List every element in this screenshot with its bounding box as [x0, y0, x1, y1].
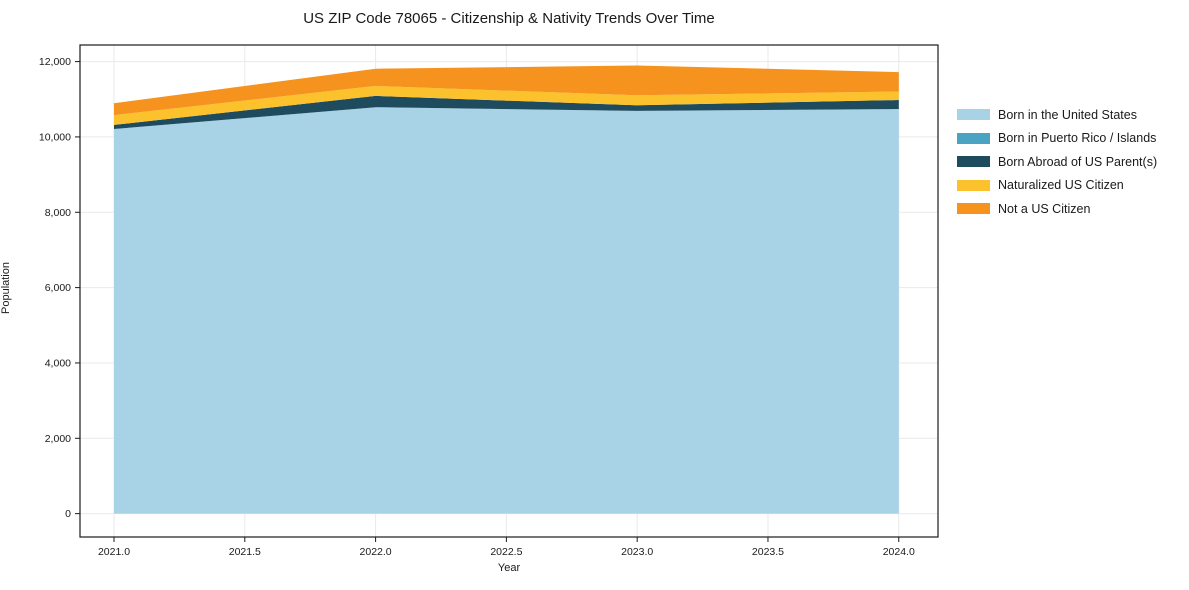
x-tick-label: 2023.5: [752, 546, 784, 558]
legend-swatch: [957, 203, 990, 215]
plot-border: [79, 44, 939, 538]
legend-item: Born Abroad of US Parent(s): [957, 150, 1157, 174]
legend-swatch: [957, 179, 990, 191]
legend-label: Born in the United States: [998, 107, 1137, 122]
x-tick-label: 2024.0: [883, 546, 915, 558]
y-tick-label: 0: [65, 508, 71, 520]
y-tick-label: 4,000: [45, 357, 71, 369]
area-series-not-a-us-citizen: [114, 65, 899, 116]
legend-item: Naturalized US Citizen: [957, 174, 1157, 198]
y-tick-label: 2,000: [45, 433, 71, 445]
legend-swatch: [957, 109, 990, 121]
x-tick-label: 2021.0: [98, 546, 130, 558]
area-series-naturalized-us-citizen: [114, 85, 899, 125]
legend-label: Born in Puerto Rico / Islands: [998, 131, 1157, 146]
legend-swatch: [957, 132, 990, 144]
y-tick-label: 10,000: [39, 131, 71, 143]
x-axis-label: Year: [497, 562, 521, 574]
x-tick-label: 2022.5: [490, 546, 522, 558]
legend: Born in the United States Born in Puerto …: [953, 101, 1162, 223]
y-tick-label: 8,000: [45, 207, 71, 219]
y-axis-label: Population: [0, 262, 12, 314]
y-tick-label: 12,000: [39, 56, 71, 68]
legend-label: Naturalized US Citizen: [998, 178, 1124, 193]
chart-title: US ZIP Code 78065 - Citizenship & Nativi…: [303, 10, 715, 27]
x-tick-label: 2023.0: [621, 546, 653, 558]
legend-item: Born in Puerto Rico / Islands: [957, 127, 1157, 151]
area-series-born-abroad-of-us-parent-s: [114, 95, 899, 129]
x-tick-label: 2021.5: [229, 546, 261, 558]
legend-label: Born Abroad of US Parent(s): [998, 154, 1158, 169]
legend-swatch: [957, 156, 990, 168]
area-series-born-in-the-united-states: [114, 107, 899, 514]
x-tick-label: 2022.0: [360, 546, 392, 558]
legend-label: Not a US Citizen: [998, 201, 1091, 216]
legend-item: Not a US Citizen: [957, 197, 1157, 221]
legend-item: Born in the United States: [957, 103, 1157, 127]
y-tick-label: 6,000: [45, 282, 71, 294]
